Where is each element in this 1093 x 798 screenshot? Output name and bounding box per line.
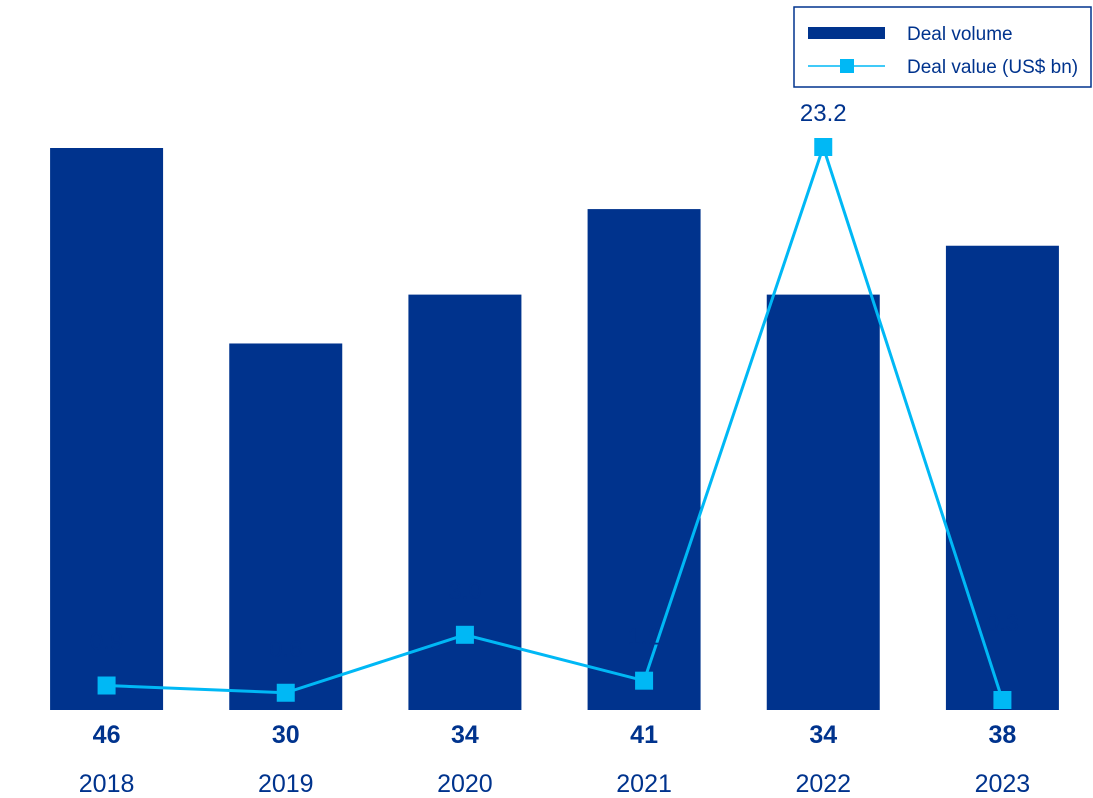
year-label-2019: 2019 <box>258 770 314 798</box>
bar-2018 <box>50 148 164 710</box>
value-point-label-2020: 3.0 <box>448 578 481 605</box>
value-point-label-2023: 0.3 <box>986 610 1019 637</box>
value-line <box>106 142 1004 701</box>
bar-value-label-2021: 41 <box>630 721 658 749</box>
year-label-2023: 2023 <box>975 770 1031 798</box>
bar-value-label-2018: 46 <box>93 721 121 749</box>
bar-2019 <box>229 343 343 710</box>
value-marker-2022 <box>814 138 833 156</box>
value-point-label-2021: 1.1 <box>627 624 660 651</box>
bar-value-label-2023: 38 <box>989 721 1017 749</box>
year-label-2018: 2018 <box>79 770 135 798</box>
year-labels: 2018 2019 2020 2021 2022 2023 <box>79 770 1030 798</box>
value-point-label-2019: 0.6 <box>269 636 302 663</box>
bar-value-label-2019: 30 <box>272 721 300 749</box>
value-marker-2023 <box>993 691 1012 709</box>
value-marker-2021 <box>635 671 654 690</box>
legend-label-volume: Deal volume <box>907 24 1013 45</box>
value-marker-2020 <box>455 625 474 644</box>
bar-value-labels: 46 30 34 41 34 38 <box>93 721 1017 749</box>
bar-value-label-2022: 34 <box>809 721 837 749</box>
value-point-labels: 0.9 0.6 3.0 1.1 23.2 0.3 <box>90 100 1019 663</box>
legend-box <box>793 6 1092 88</box>
value-point-label-2018: 0.9 <box>90 629 123 656</box>
year-label-2022: 2022 <box>795 770 851 798</box>
value-line-series <box>97 138 1012 709</box>
bar-2021 <box>587 209 701 710</box>
legend-marker-value <box>840 59 854 73</box>
value-point-label-2022: 23.2 <box>800 100 847 127</box>
legend: Deal volume Deal value (US$ bn) <box>793 6 1092 88</box>
legend-label-value: Deal value (US$ bn) <box>907 57 1078 78</box>
legend-swatch-volume <box>808 27 885 39</box>
bar-value-label-2020: 34 <box>451 721 479 749</box>
bar-2022 <box>766 294 880 710</box>
value-marker-2018 <box>97 676 116 695</box>
year-label-2020: 2020 <box>437 770 493 798</box>
year-label-2021: 2021 <box>616 770 672 798</box>
value-marker-2019 <box>276 683 295 702</box>
bar-2023 <box>945 245 1059 710</box>
volume-bars <box>50 148 1059 710</box>
